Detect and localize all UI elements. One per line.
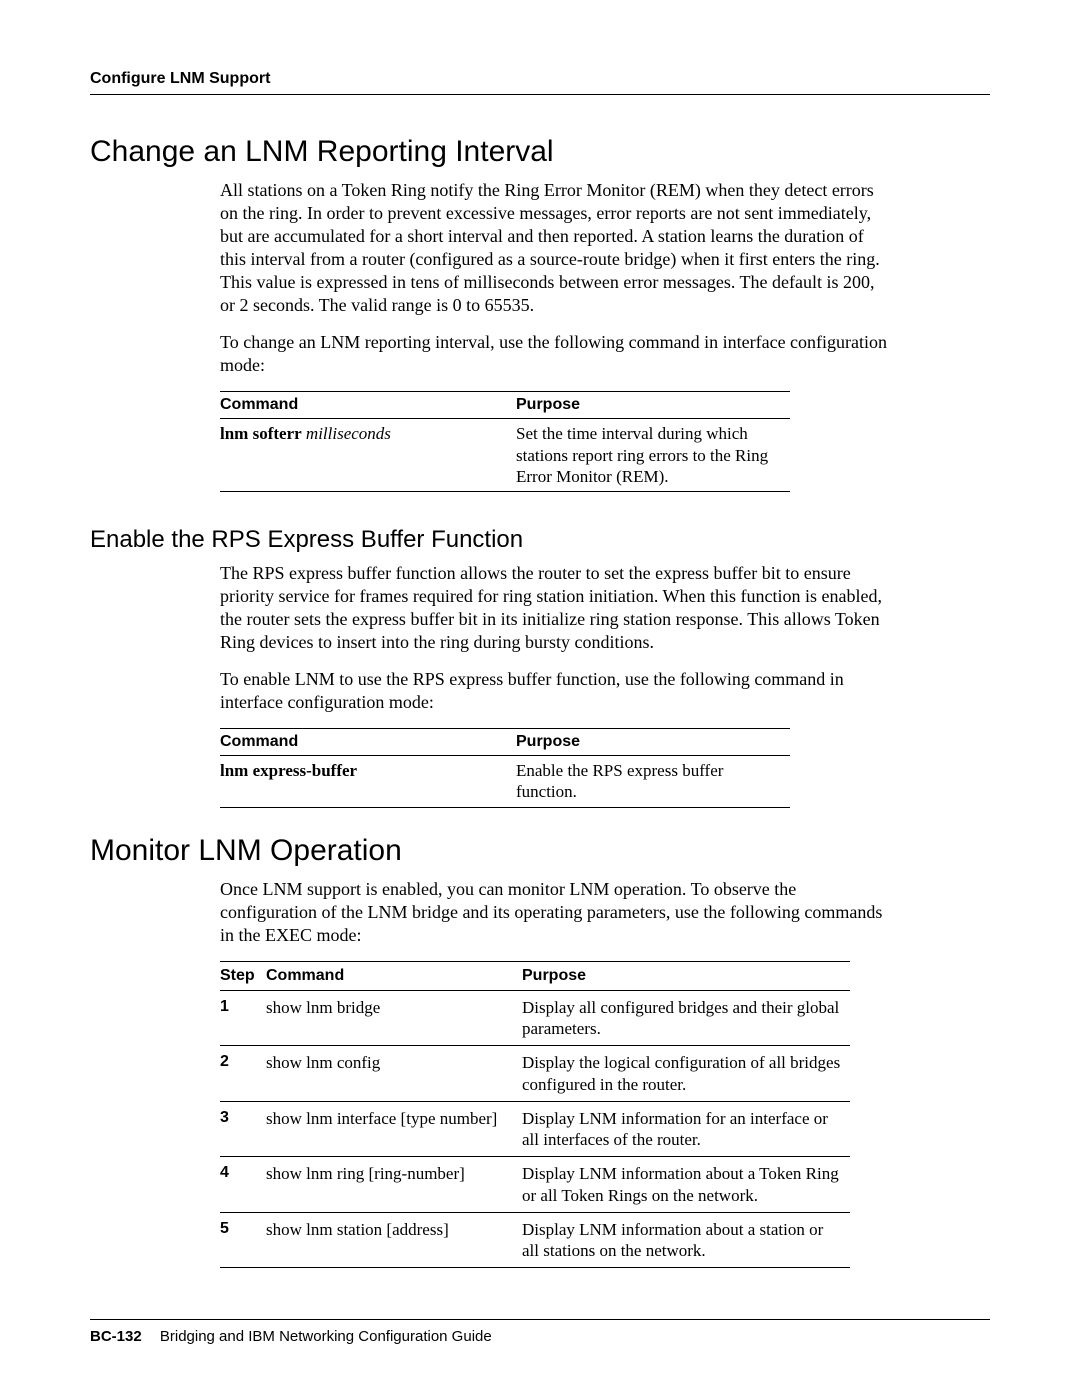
- command-table: Command Purpose lnm express-buffer Enabl…: [220, 728, 790, 808]
- col-purpose: Purpose: [516, 729, 790, 756]
- body-block: Once LNM support is enabled, you can mon…: [220, 878, 890, 947]
- cell-purpose: Display all configured bridges and their…: [522, 990, 850, 1046]
- paragraph: All stations on a Token Ring notify the …: [220, 179, 890, 317]
- table-row: 1 show lnm bridge Display all configured…: [220, 990, 850, 1046]
- cell-purpose: Display LNM information about a Token Ri…: [522, 1157, 850, 1213]
- paragraph: To change an LNM reporting interval, use…: [220, 331, 890, 377]
- page-number: BC-132: [90, 1328, 142, 1345]
- cmd-keyword: show lnm config: [266, 1053, 380, 1072]
- running-head: Configure LNM Support: [90, 70, 990, 88]
- paragraph: Once LNM support is enabled, you can mon…: [220, 878, 890, 947]
- cell-step: 4: [220, 1157, 266, 1213]
- col-purpose: Purpose: [516, 392, 790, 419]
- book-title: Bridging and IBM Networking Configuratio…: [160, 1328, 492, 1345]
- command-table: Command Purpose lnm softerr milliseconds…: [220, 391, 790, 492]
- table-header-row: Command Purpose: [220, 729, 790, 756]
- col-purpose: Purpose: [522, 961, 850, 990]
- table-row: 4 show lnm ring [ring-number] Display LN…: [220, 1157, 850, 1213]
- cmd-keyword: show lnm interface: [266, 1109, 401, 1128]
- cell-step: 3: [220, 1101, 266, 1157]
- cmd-keyword: show lnm ring: [266, 1164, 368, 1183]
- cmd-arg: type number: [406, 1109, 491, 1128]
- cell-command: show lnm station [address]: [266, 1212, 522, 1268]
- table-row: lnm softerr milliseconds Set the time in…: [220, 419, 790, 492]
- cell-step: 5: [220, 1212, 266, 1268]
- paragraph: The RPS express buffer function allows t…: [220, 562, 890, 654]
- page: Configure LNM Support Change an LNM Repo…: [0, 0, 1080, 1397]
- table-row: 2 show lnm config Display the logical co…: [220, 1046, 850, 1102]
- cmd-arg: ring-number: [374, 1164, 459, 1183]
- cmd-arg: milliseconds: [306, 424, 391, 443]
- body-block: The RPS express buffer function allows t…: [220, 562, 890, 714]
- body-block: All stations on a Token Ring notify the …: [220, 179, 890, 377]
- cell-command: show lnm config: [266, 1046, 522, 1102]
- cmd-keyword: how lnm bridge: [273, 998, 381, 1017]
- cell-purpose: Display LNM information about a station …: [522, 1212, 850, 1268]
- paragraph: To enable LNM to use the RPS express buf…: [220, 668, 890, 714]
- cell-purpose: Enable the RPS express buffer function.: [516, 756, 790, 808]
- table-row: 5 show lnm station [address] Display LNM…: [220, 1212, 850, 1268]
- cell-command: lnm softerr milliseconds: [220, 419, 516, 492]
- table-row: 3 show lnm interface [type number] Displ…: [220, 1101, 850, 1157]
- col-step: Step: [220, 961, 266, 990]
- cell-step: 1: [220, 990, 266, 1046]
- cell-command: show lnm ring [ring-number]: [266, 1157, 522, 1213]
- step-table: Step Command Purpose 1 show lnm bridge D…: [220, 961, 850, 1269]
- table-row: lnm express-buffer Enable the RPS expres…: [220, 756, 790, 808]
- cell-command: show lnm bridge: [266, 990, 522, 1046]
- cell-command: show lnm interface [type number]: [266, 1101, 522, 1157]
- cmd-keyword: lnm express-buffer: [220, 761, 357, 780]
- col-command: Command: [266, 961, 522, 990]
- cell-purpose: Set the time interval during which stati…: [516, 419, 790, 492]
- table-header-row: Command Purpose: [220, 392, 790, 419]
- section-title-change-interval: Change an LNM Reporting Interval: [90, 135, 990, 169]
- cell-purpose: Display the logical configuration of all…: [522, 1046, 850, 1102]
- table-header-row: Step Command Purpose: [220, 961, 850, 990]
- cmd-arg: address: [392, 1220, 443, 1239]
- cmd-pre: s: [266, 998, 273, 1017]
- section-title-monitor: Monitor LNM Operation: [90, 834, 990, 868]
- cmd-keyword: show lnm station: [266, 1220, 386, 1239]
- cmd-keyword: lnm softerr: [220, 424, 302, 443]
- col-command: Command: [220, 729, 516, 756]
- cell-step: 2: [220, 1046, 266, 1102]
- subsection-title-rps: Enable the RPS Express Buffer Function: [90, 526, 990, 554]
- cell-command: lnm express-buffer: [220, 756, 516, 808]
- head-rule: [90, 94, 990, 95]
- col-command: Command: [220, 392, 516, 419]
- cell-purpose: Display LNM information for an interface…: [522, 1101, 850, 1157]
- page-footer: BC-132 Bridging and IBM Networking Confi…: [90, 1319, 990, 1345]
